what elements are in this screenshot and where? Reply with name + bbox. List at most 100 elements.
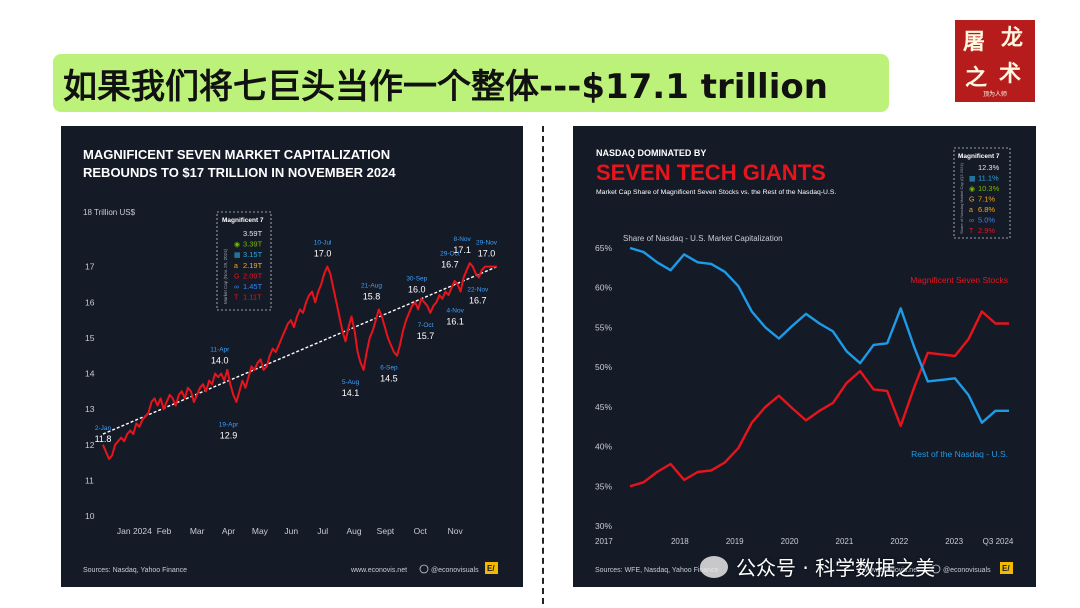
legend-box (953, 147, 1011, 239)
legend-side-label: Share of Nasdaq Market Cap (Q3 2024) (959, 162, 964, 234)
annotation-date: 6-Sep (380, 365, 398, 372)
y-tick-label: 13 (85, 404, 95, 414)
x-tick-label: Mar (190, 526, 205, 536)
legend-value: 1.11T (243, 293, 262, 302)
annotation-value: 12.9 (220, 431, 238, 441)
footer-handle: @econovisuals (431, 567, 479, 574)
annotation-date: 8-Nov (453, 236, 471, 243)
y-tick-label: 40% (595, 442, 612, 452)
annotation-value: 16.0 (408, 284, 426, 294)
y-tick-label: 55% (595, 322, 612, 332)
footer-site: www.econovis.net (862, 567, 919, 574)
x-icon (419, 564, 429, 574)
legend-value: 1.45T (243, 282, 263, 291)
mag7-marketcap-chart: MAGNIFICENT SEVEN MARKET CAPITALIZATION R… (61, 126, 523, 587)
wechat-icon (700, 555, 728, 578)
annotation-value: 16.7 (469, 295, 487, 305)
annotation-date: 7-Oct (418, 322, 434, 329)
legend-value: 3.59T (243, 229, 263, 238)
x-icon (931, 564, 941, 574)
x-tick-label: May (252, 526, 269, 536)
y-tick-label: 30% (595, 521, 612, 531)
brand-logo: 屠 龙 之 术 顶为人师 (955, 20, 1035, 102)
footer-source: Sources: Nasdaq, Yahoo Finance (83, 567, 187, 574)
annotation-value: 17.0 (314, 249, 332, 259)
annotation-date: 4-Nov (446, 308, 464, 315)
watermark-text: 公众号 · 科学数据之美 (736, 556, 936, 580)
x-tick-label: Nov (448, 526, 464, 536)
annotation-value: 17.1 (453, 245, 471, 255)
legend-value: 5.0% (978, 216, 995, 225)
brand-mark-bg (1000, 562, 1013, 574)
nasdaq-share-svg: NASDAQ DOMINATED BY SEVEN TECH GIANTS Mark… (595, 147, 1014, 574)
annotation-date: 11-Apr (210, 347, 230, 354)
y-axis-label: Share of Nasdaq - U.S. Market Capitaliza… (623, 234, 783, 243)
x-tick-label: Aug (346, 526, 361, 536)
x-tick-label: Jul (317, 526, 328, 536)
x-tick-label: Oct (414, 526, 428, 536)
series-line-mag7 (629, 310, 1009, 488)
x-tick-label: Jan 2024 (117, 526, 152, 536)
y-tick-label: 14 (85, 369, 95, 379)
series-label-mag7: Magnificent Seven Stocks (910, 275, 1008, 285)
annotation-value: 11.8 (95, 434, 112, 444)
nvidia-icon: ◉ (969, 186, 975, 193)
annotation-value: 14.1 (342, 388, 360, 398)
legend-box (216, 211, 272, 311)
footer-source: Sources: WFE, Nasdaq, Yahoo Finance (595, 567, 719, 574)
microsoft-icon: ▦ (969, 176, 976, 183)
dashed-divider (542, 126, 544, 604)
y-tick-label: 50% (595, 362, 612, 372)
footer-handle: @econovisuals (943, 567, 991, 574)
brand-mark: E/ (487, 564, 495, 573)
mag7-marketcap-svg: MAGNIFICENT SEVEN MARKET CAPITALIZATION R… (83, 147, 498, 574)
tesla-icon: T (234, 295, 239, 302)
legend-title: Magnificent 7 (222, 217, 264, 224)
logo-char-2: 龙 (1001, 25, 1024, 51)
x-tick-label: Jun (284, 526, 298, 536)
y-axis-label: 18 Trillion US$ (83, 208, 136, 217)
chart-title: MAGNIFICENT SEVEN MARKET CAPITALIZATION (83, 147, 390, 162)
y-tick-label: 15 (85, 333, 95, 343)
google-icon: G (969, 197, 974, 204)
watermark: 公众号 · 科学数据之美 (700, 552, 935, 581)
google-icon: G (234, 273, 239, 280)
y-tick-label: 17 (85, 262, 95, 272)
x-tick-label: 2018 (671, 537, 689, 546)
annotation-value: 14.0 (211, 356, 229, 366)
amazon-icon: a (969, 207, 973, 214)
legend-value: 7.1% (978, 195, 995, 204)
slide-title: 如果我们将七巨头当作一个整体---$17.1 trillion (63, 66, 828, 107)
annotation-date: 30-Sep (406, 275, 427, 282)
microsoft-icon: ▦ (234, 252, 241, 259)
legend-value: 2.09T (243, 271, 263, 280)
nasdaq-share-chart: NASDAQ DOMINATED BY SEVEN TECH GIANTS Mark… (573, 126, 1036, 587)
nvidia-icon: ◉ (234, 242, 240, 249)
annotation-date: 29-Oct (440, 250, 460, 257)
chart-subtitle: REBOUNDS TO $17 TRILLION IN NOVEMBER 202… (83, 165, 396, 180)
y-tick-label: 60% (595, 283, 612, 293)
annotation-value: 15.8 (363, 291, 381, 301)
annotation-date: 19-Apr (219, 422, 239, 429)
series-line-mag7 (102, 262, 497, 460)
x-tick-label: 2017 (595, 537, 613, 546)
brand-mark-bg (485, 562, 498, 574)
annotation-date: 29-Nov (476, 240, 498, 247)
logo-char-1: 屠 (963, 29, 986, 55)
legend-value: 12.3% (978, 163, 1000, 172)
y-tick-label: 35% (595, 481, 612, 491)
annotation-value: 14.5 (380, 374, 398, 384)
x-tick-label: Sept (377, 526, 395, 536)
logo-char-3: 之 (965, 65, 988, 91)
y-tick-label: 11 (85, 475, 94, 485)
annotation-value: 15.7 (417, 331, 435, 341)
annotation-date: 2-Jan (95, 425, 112, 432)
legend-value: 3.39T (243, 240, 263, 249)
chart-title: SEVEN TECH GIANTS (596, 160, 826, 185)
amazon-icon: a (234, 263, 238, 270)
x-tick-label: 2022 (890, 537, 908, 546)
legend-value: 3.15T (243, 250, 263, 259)
annotation-value: 16.7 (441, 259, 459, 269)
legend-title: Magnificent 7 (958, 153, 1000, 160)
annotation-date: 5-Aug (342, 379, 360, 386)
